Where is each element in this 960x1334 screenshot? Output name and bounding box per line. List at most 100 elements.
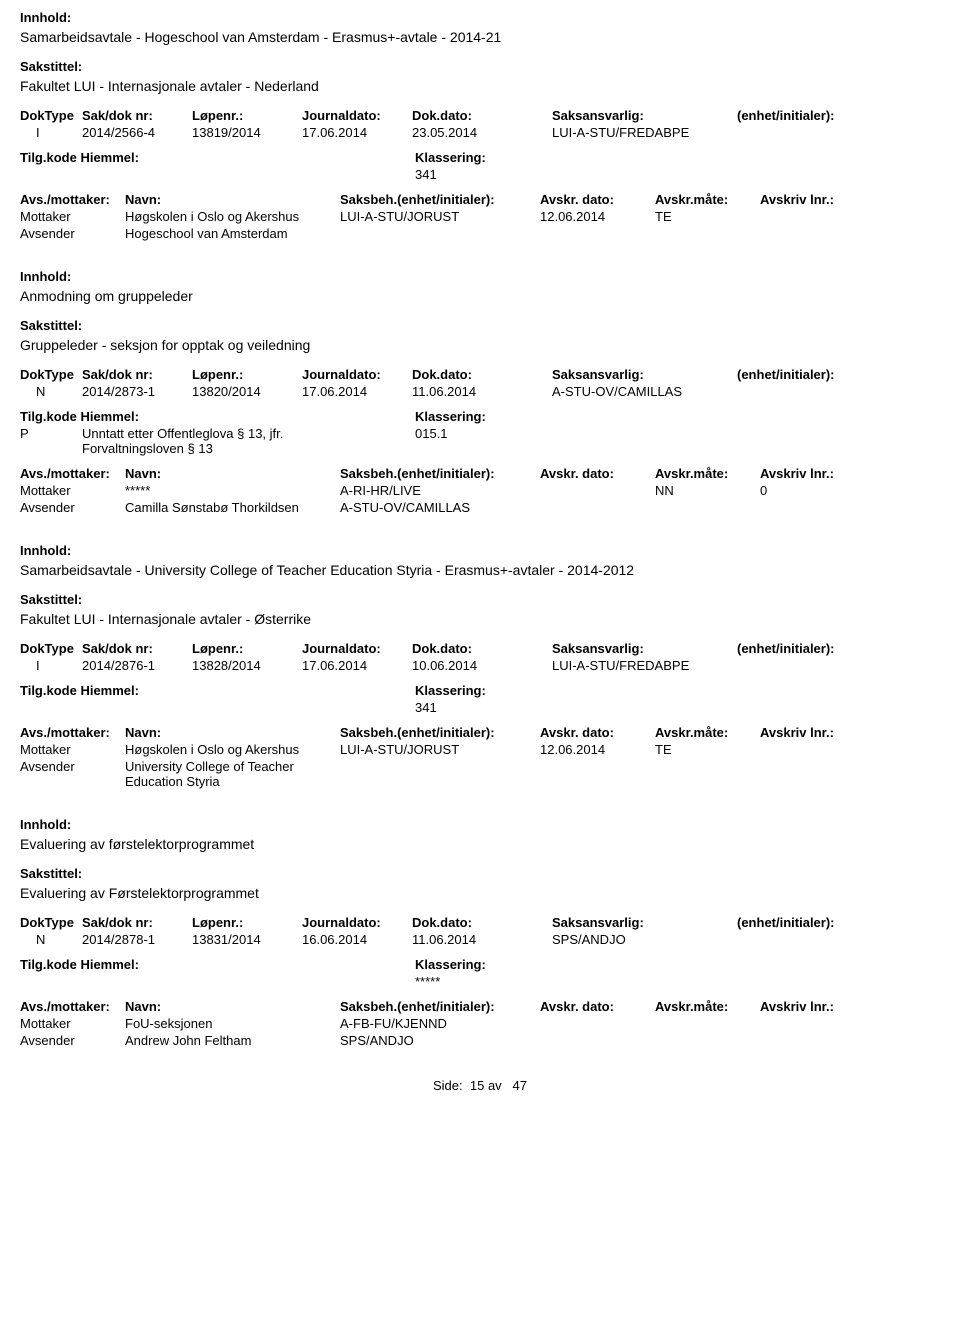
enhet-header: (enhet/initialer): <box>737 641 877 656</box>
journaldato-header: Journaldato: <box>302 915 412 930</box>
avskr-mate-header: Avskr.måte: <box>655 999 760 1014</box>
enhet-value <box>737 658 877 673</box>
avs-mottaker-header: Avs./mottaker: <box>20 999 125 1014</box>
party-saksbeh: LUI-A-STU/JORUST <box>340 742 540 757</box>
party-name: Høgskolen i Oslo og Akershus <box>125 742 340 757</box>
party-avskriv-lnr <box>760 1016 860 1031</box>
page-footer: Side: 15 av 47 <box>20 1078 940 1093</box>
hiemmel-left: Tilg.kode Hiemmel: <box>20 957 415 989</box>
saksansvarlig-value: LUI-A-STU/FREDABPE <box>552 125 737 140</box>
klassering-block: Klassering: ***** <box>415 957 915 989</box>
enhet-value <box>737 932 877 947</box>
parties-header-row: Avs./mottaker: Navn: Saksbeh.(enhet/init… <box>20 192 940 207</box>
party-row: Avsender Camilla Sønstabø Thorkildsen A-… <box>20 500 940 515</box>
avskr-dato-header: Avskr. dato: <box>540 192 655 207</box>
innhold-label: Innhold: <box>20 543 940 558</box>
doktype-header: DokType <box>20 641 82 656</box>
saksansvarlig-value: SPS/ANDJO <box>552 932 737 947</box>
enhet-header: (enhet/initialer): <box>737 108 877 123</box>
party-saksbeh: SPS/ANDJO <box>340 1033 540 1048</box>
navn-header: Navn: <box>125 466 340 481</box>
sakstittel-label: Sakstittel: <box>20 866 940 881</box>
parties-header-row: Avs./mottaker: Navn: Saksbeh.(enhet/init… <box>20 999 940 1014</box>
sakdok-header: Sak/dok nr: <box>82 641 192 656</box>
meta-header-row: DokType Sak/dok nr: Løpenr.: Journaldato… <box>20 641 940 656</box>
enhet-value <box>737 125 877 140</box>
journaldato-header: Journaldato: <box>302 367 412 382</box>
sakdok-header: Sak/dok nr: <box>82 915 192 930</box>
party-avskr-dato <box>540 483 655 498</box>
party-avskr-mate: NN <box>655 483 760 498</box>
tilgkode-label: Tilg.kode <box>20 957 77 972</box>
journal-record: Innhold: Evaluering av førstelektorprogr… <box>20 817 940 1048</box>
tilgkode-label: Tilg.kode <box>20 683 77 698</box>
saksbeh-header: Saksbeh.(enhet/initialer): <box>340 725 540 740</box>
party-row: Avsender University College of Teacher E… <box>20 759 940 789</box>
doktype-header: DokType <box>20 915 82 930</box>
party-row: Avsender Hogeschool van Amsterdam <box>20 226 940 241</box>
avskriv-lnr-header: Avskriv lnr.: <box>760 725 860 740</box>
meta-header-row: DokType Sak/dok nr: Løpenr.: Journaldato… <box>20 367 940 382</box>
avs-mottaker-header: Avs./mottaker: <box>20 192 125 207</box>
saksansvarlig-header: Saksansvarlig: <box>552 367 737 382</box>
klassering-value: 341 <box>415 700 915 715</box>
meta-header-row: DokType Sak/dok nr: Løpenr.: Journaldato… <box>20 108 940 123</box>
enhet-header: (enhet/initialer): <box>737 915 877 930</box>
party-name: FoU-seksjonen <box>125 1016 340 1031</box>
journaldato-value: 16.06.2014 <box>302 932 412 947</box>
party-avskr-mate <box>655 226 760 241</box>
klassering-label: Klassering: <box>415 683 915 698</box>
doktype-value: I <box>20 125 82 140</box>
hiemmel-left: Tilg.kode Hiemmel: <box>20 150 415 182</box>
party-avskr-mate <box>655 1016 760 1031</box>
party-avskriv-lnr <box>760 226 860 241</box>
avskriv-lnr-header: Avskriv lnr.: <box>760 466 860 481</box>
journaldato-value: 17.06.2014 <box>302 125 412 140</box>
dokdato-value: 11.06.2014 <box>412 384 552 399</box>
dokdato-header: Dok.dato: <box>412 915 552 930</box>
page-number: 15 <box>470 1078 484 1093</box>
party-saksbeh: LUI-A-STU/JORUST <box>340 209 540 224</box>
doktype-header: DokType <box>20 108 82 123</box>
meta-value-row: N 2014/2873-1 13820/2014 17.06.2014 11.0… <box>20 384 940 399</box>
meta-value-row: N 2014/2878-1 13831/2014 16.06.2014 11.0… <box>20 932 940 947</box>
hiemmel-row: Tilg.kode Hiemmel: Klassering: 341 <box>20 683 940 715</box>
saksansvarlig-value: LUI-A-STU/FREDABPE <box>552 658 737 673</box>
innhold-text: Evaluering av førstelektorprogrammet <box>20 836 940 852</box>
party-avskr-mate <box>655 500 760 515</box>
sakstittel-text: Fakultet LUI - Internasjonale avtaler - … <box>20 78 940 94</box>
avskriv-lnr-header: Avskriv lnr.: <box>760 999 860 1014</box>
journaldato-header: Journaldato: <box>302 641 412 656</box>
doktype-header: DokType <box>20 367 82 382</box>
party-name: Andrew John Feltham <box>125 1033 340 1048</box>
sakdok-header: Sak/dok nr: <box>82 367 192 382</box>
party-saksbeh: A-FB-FU/KJENND <box>340 1016 540 1031</box>
klassering-value: 015.1 <box>415 426 915 441</box>
hiemmel-label: Hiemmel: <box>80 409 139 424</box>
party-avskriv-lnr <box>760 1033 860 1048</box>
journaldato-header: Journaldato: <box>302 108 412 123</box>
journal-record: Innhold: Samarbeidsavtale - Hogeschool v… <box>20 10 940 241</box>
dokdato-value: 11.06.2014 <box>412 932 552 947</box>
innhold-label: Innhold: <box>20 269 940 284</box>
klassering-label: Klassering: <box>415 409 915 424</box>
party-saksbeh <box>340 759 540 789</box>
dokdato-header: Dok.dato: <box>412 367 552 382</box>
parties-header-row: Avs./mottaker: Navn: Saksbeh.(enhet/init… <box>20 725 940 740</box>
lopenr-value: 13831/2014 <box>192 932 302 947</box>
saksbeh-header: Saksbeh.(enhet/initialer): <box>340 192 540 207</box>
sakdok-header: Sak/dok nr: <box>82 108 192 123</box>
journal-record: Innhold: Anmodning om gruppeleder Saksti… <box>20 269 940 515</box>
avskr-dato-header: Avskr. dato: <box>540 466 655 481</box>
avskr-dato-header: Avskr. dato: <box>540 999 655 1014</box>
party-role: Mottaker <box>20 742 125 757</box>
party-name: Camilla Sønstabø Thorkildsen <box>125 500 340 515</box>
party-avskriv-lnr <box>760 500 860 515</box>
meta-value-row: I 2014/2566-4 13819/2014 17.06.2014 23.0… <box>20 125 940 140</box>
party-avskr-mate: TE <box>655 742 760 757</box>
hiemmel-label: Hiemmel: <box>80 683 139 698</box>
saksansvarlig-header: Saksansvarlig: <box>552 915 737 930</box>
sakstittel-text: Evaluering av Førstelektorprogrammet <box>20 885 940 901</box>
sakdok-value: 2014/2873-1 <box>82 384 192 399</box>
sakdok-value: 2014/2566-4 <box>82 125 192 140</box>
